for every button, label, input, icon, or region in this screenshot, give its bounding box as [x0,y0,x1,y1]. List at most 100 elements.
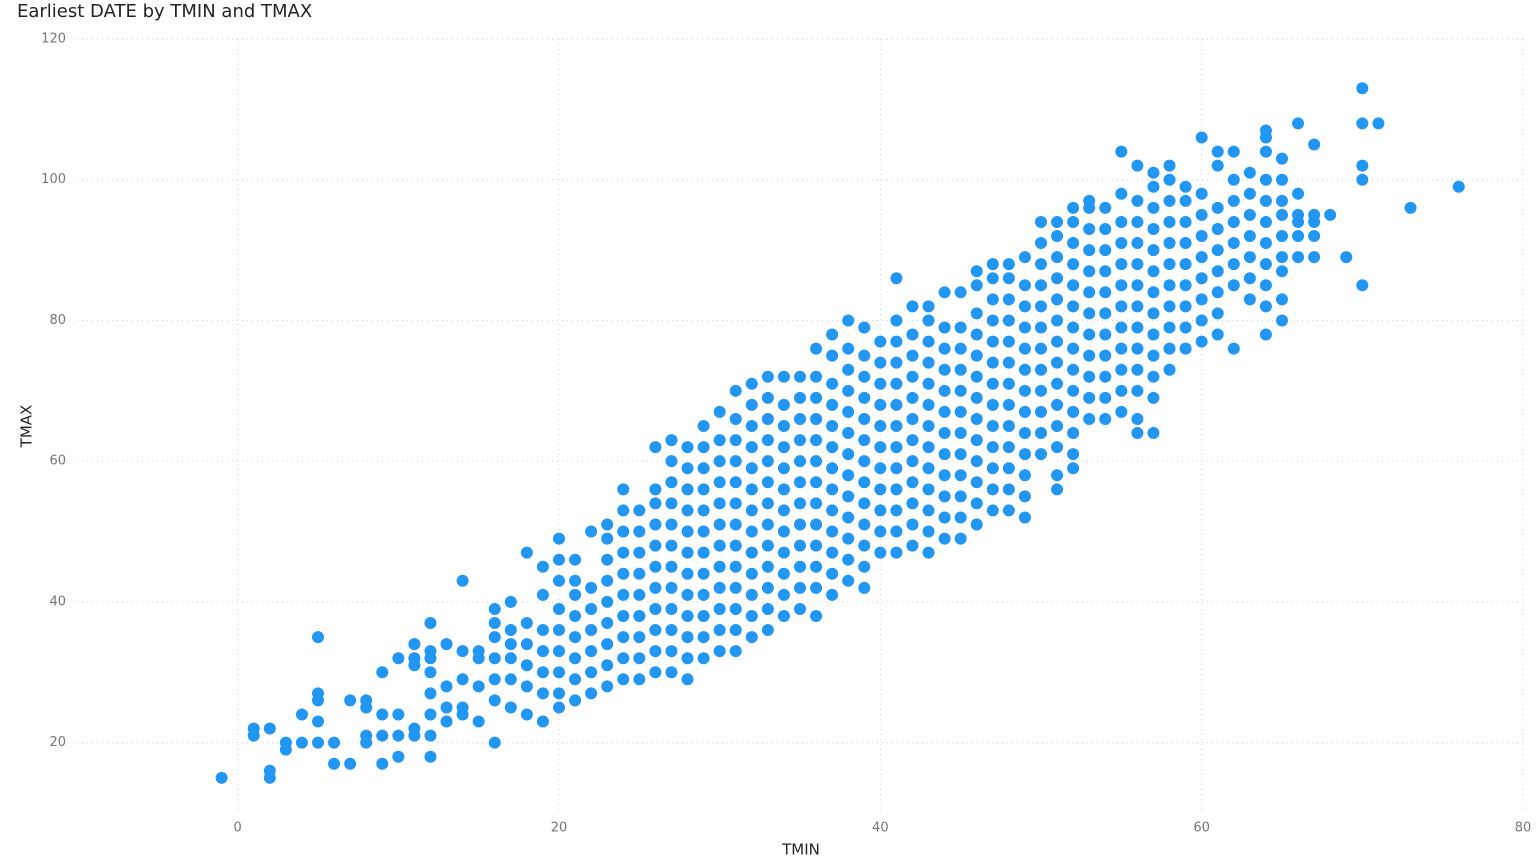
point [874,525,887,538]
point [617,652,630,665]
point [777,462,790,475]
point [553,666,565,679]
point [890,377,903,390]
point [376,666,389,679]
point [665,560,678,573]
point [906,455,919,468]
point [1002,258,1015,271]
point [713,581,726,594]
point [1067,237,1080,250]
point [906,476,919,489]
point [553,532,565,545]
point [842,314,855,327]
point [986,462,999,475]
point [713,455,726,468]
point [1276,152,1288,165]
point [1115,384,1128,397]
point [697,609,710,622]
point [1179,300,1192,313]
point [842,553,855,566]
point [954,448,967,461]
point [504,638,517,651]
point [1227,237,1240,250]
point [488,736,501,749]
point [536,666,549,679]
point [986,314,999,327]
point [1163,159,1176,172]
point [1340,251,1353,264]
point [826,462,839,475]
point [633,525,646,538]
point [1099,370,1112,383]
point [858,412,871,425]
point [826,525,839,538]
point [1067,215,1080,228]
point [1292,187,1305,200]
point [1099,286,1112,299]
point [745,420,758,432]
point [1147,427,1160,440]
point [1211,328,1224,341]
point [858,434,871,447]
point [1035,342,1047,355]
point [761,370,774,383]
point [295,736,308,749]
point [697,441,710,454]
point [424,617,437,630]
point [729,581,742,594]
point [761,434,774,447]
point [794,391,806,404]
point [1002,335,1015,348]
point [649,497,662,510]
point [649,602,662,615]
point [1115,405,1128,418]
point [970,434,983,447]
point [553,574,565,587]
point [954,427,967,440]
point [1147,349,1160,362]
point [729,518,742,531]
point [1243,187,1256,200]
point [617,588,630,601]
point [569,553,582,566]
point [1035,215,1047,228]
point [1163,194,1176,207]
point [1035,300,1047,313]
point [665,434,678,447]
point [617,483,630,496]
point [504,701,517,714]
point [906,497,919,510]
point [922,300,935,313]
point [938,363,951,376]
point [1067,384,1080,397]
point [1099,265,1112,278]
point [1243,293,1256,306]
point [617,567,630,580]
point [1243,166,1256,179]
point [1195,314,1208,327]
point [569,673,582,686]
point [794,412,806,425]
point [794,455,806,468]
chart-title: Earliest DATE by TMIN and TMAX [17,1,312,22]
point [649,518,662,531]
point [472,715,485,728]
point [520,638,533,651]
point [633,546,646,559]
point [1259,328,1272,341]
point [1243,230,1256,243]
point [1051,335,1064,348]
point [1035,427,1047,440]
point [504,673,517,686]
point [890,462,903,475]
point [729,476,742,489]
point [1018,448,1031,461]
point [1067,448,1080,461]
point [1243,208,1256,221]
point [761,539,774,552]
point [986,504,999,517]
point [874,420,887,432]
point [794,370,806,383]
point [1099,307,1112,320]
point [938,532,951,545]
